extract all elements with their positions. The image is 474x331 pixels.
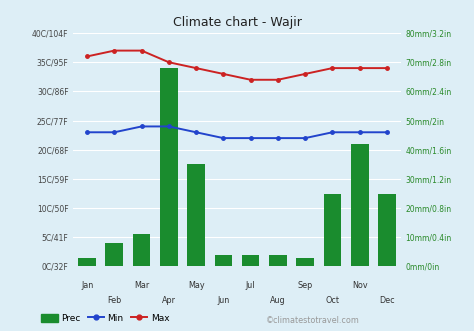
Text: Jun: Jun xyxy=(217,296,229,305)
Text: Dec: Dec xyxy=(379,296,395,305)
Bar xyxy=(296,258,314,266)
Text: Oct: Oct xyxy=(325,296,339,305)
Title: Climate chart - Wajir: Climate chart - Wajir xyxy=(173,16,301,29)
Bar xyxy=(242,255,259,266)
Text: Sep: Sep xyxy=(298,281,313,290)
Bar xyxy=(324,194,341,266)
Bar xyxy=(133,234,150,266)
Text: Apr: Apr xyxy=(162,296,176,305)
Bar xyxy=(160,68,178,266)
Bar xyxy=(187,165,205,266)
Text: Jul: Jul xyxy=(246,281,255,290)
Bar xyxy=(106,243,123,266)
Legend: Prec, Min, Max: Prec, Min, Max xyxy=(38,310,173,326)
Bar xyxy=(215,255,232,266)
Bar xyxy=(351,144,368,266)
Text: May: May xyxy=(188,281,204,290)
Bar xyxy=(78,258,96,266)
Bar xyxy=(378,194,396,266)
Text: Nov: Nov xyxy=(352,281,367,290)
Text: Aug: Aug xyxy=(270,296,286,305)
Text: Feb: Feb xyxy=(107,296,121,305)
Text: Jan: Jan xyxy=(81,281,93,290)
Text: ©climatestotravel.com: ©climatestotravel.com xyxy=(265,316,359,325)
Bar xyxy=(269,255,287,266)
Text: Mar: Mar xyxy=(134,281,149,290)
